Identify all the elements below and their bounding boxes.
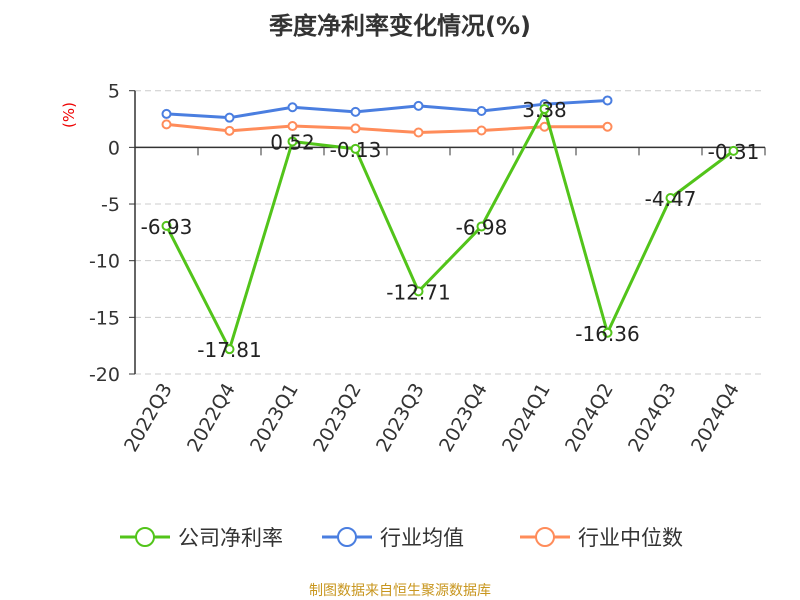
data-point <box>287 136 298 147</box>
y-tick-label: 0 <box>108 137 120 159</box>
data-point <box>728 145 739 156</box>
data-point <box>476 221 487 232</box>
data-point <box>161 119 172 130</box>
data-label: -4.47 <box>645 187 697 211</box>
data-label: -12.71 <box>386 280 450 304</box>
x-tick-label: 2024Q4 <box>687 380 744 456</box>
source-note: 制图数据来自恒生聚源数据库 <box>309 583 491 599</box>
data-point <box>350 143 361 154</box>
x-tick-label: 2022Q3 <box>120 380 177 456</box>
data-label: -6.98 <box>456 215 508 239</box>
data-point <box>413 286 424 297</box>
data-label: -0.13 <box>330 138 382 162</box>
x-tick-label: 2023Q1 <box>246 380 303 456</box>
series-line-0 <box>165 105 735 354</box>
x-tick-label: 2024Q3 <box>624 380 681 456</box>
data-label: -16.36 <box>575 322 639 346</box>
y-tick-label: -10 <box>89 251 120 273</box>
data-point <box>602 121 613 132</box>
data-point <box>224 344 235 355</box>
data-label: -6.93 <box>141 215 193 239</box>
x-tick-label: 2023Q3 <box>372 380 429 456</box>
chart-title: 季度净利率变化情况(%) <box>269 12 531 40</box>
legend-item[interactable]: 行业中位数 <box>520 522 683 552</box>
data-point <box>602 327 613 338</box>
data-point <box>413 127 424 138</box>
legend-marker-icon <box>520 527 570 547</box>
data-point <box>665 193 676 204</box>
legend-label: 行业均值 <box>380 526 464 550</box>
data-point <box>539 104 550 115</box>
y-tick-label: -5 <box>101 194 120 216</box>
data-point <box>413 100 424 111</box>
data-point <box>224 112 235 123</box>
legend-label: 行业中位数 <box>578 526 683 550</box>
data-point <box>161 220 172 231</box>
x-tick-label: 2022Q4 <box>183 380 240 456</box>
x-tick-label: 2024Q2 <box>561 380 618 456</box>
y-tick-label: -15 <box>89 307 120 329</box>
data-point <box>602 95 613 106</box>
data-point <box>476 125 487 136</box>
data-point <box>161 108 172 119</box>
legend-item[interactable]: 公司净利率 <box>120 522 283 552</box>
data-point <box>287 102 298 113</box>
legend-label: 公司净利率 <box>178 526 283 550</box>
legend-marker-icon <box>120 527 170 547</box>
data-point <box>476 105 487 116</box>
data-label: -0.31 <box>708 140 760 164</box>
data-label: -17.81 <box>197 338 261 362</box>
y-tick-label: 5 <box>108 81 120 103</box>
data-point <box>350 123 361 134</box>
x-tick-label: 2023Q2 <box>309 380 366 456</box>
legend-item[interactable]: 行业均值 <box>322 522 464 552</box>
data-label: 0.52 <box>270 130 315 154</box>
data-point <box>287 121 298 132</box>
data-point <box>350 106 361 117</box>
data-point <box>224 125 235 136</box>
legend-marker-icon <box>322 527 372 547</box>
series-line-1 <box>166 98 608 120</box>
x-tick-label: 2024Q1 <box>498 380 555 456</box>
data-label: 3.38 <box>522 98 567 122</box>
y-tick-label: -20 <box>89 364 120 386</box>
x-tick-label: 2023Q4 <box>435 380 492 456</box>
